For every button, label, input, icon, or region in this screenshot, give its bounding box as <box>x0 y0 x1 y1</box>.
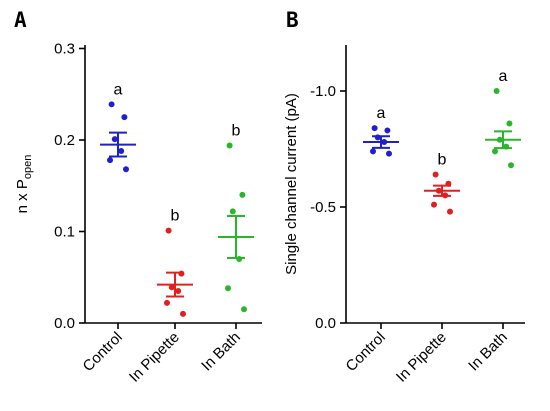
panel-b-y-tick-label: 0.0 <box>315 315 336 332</box>
panel-b-x-tick-label: In Pipette <box>393 329 450 386</box>
data-point <box>447 208 453 215</box>
panel-b-y-tick-label: -1.0 <box>310 83 336 100</box>
data-point <box>175 287 182 294</box>
panel-a-x-tick-label: In Bath <box>198 329 244 375</box>
panel-a-x-tick-label: In Pipette <box>126 329 183 386</box>
panel-b-y-axis: 0.0 -0.5 -1.0 <box>310 45 347 332</box>
significance-letter: a <box>114 81 123 98</box>
data-point <box>111 136 118 143</box>
data-point <box>492 148 498 155</box>
panel-a-y-tick-label: 0.3 <box>54 41 75 58</box>
data-point <box>108 101 115 108</box>
data-point <box>229 208 236 215</box>
panel-a-letter: A <box>14 8 27 32</box>
panel-b-series-1: a <box>363 105 399 157</box>
data-point <box>431 201 437 208</box>
data-point <box>121 114 128 121</box>
panel-a-y-axis: 0.0 0.1 0.2 0.3 <box>54 41 86 332</box>
panel-a-y-tick-label: 0.0 <box>54 315 75 332</box>
panel-a-x-axis: Control In Pipette In Bath <box>80 322 262 386</box>
data-point <box>107 157 113 164</box>
panel-b-x-axis: Control In Pipette In Bath <box>343 322 525 386</box>
data-point <box>164 299 170 306</box>
data-point <box>226 142 233 149</box>
significance-letter: a <box>377 105 386 122</box>
panel-a-series-2: b <box>157 208 193 317</box>
data-point <box>180 310 186 317</box>
panel-a-series-3: b <box>218 122 254 313</box>
panel-b-letter: B <box>286 8 299 32</box>
panel-a-x-tick-label: Control <box>80 329 126 375</box>
data-point <box>432 171 439 178</box>
panel-b-series-2: b <box>424 152 460 215</box>
panel-a-y-label-main: n x P <box>14 179 31 213</box>
panel-a-y-label: n x Popen <box>14 155 34 214</box>
data-point <box>118 147 125 154</box>
panel-b-x-tick-label: In Bath <box>465 329 511 375</box>
panel-a: A 0.00.10.20.3 Control In Pipette In Bath … <box>14 8 262 386</box>
data-point <box>165 227 172 234</box>
significance-letter: a <box>499 68 508 85</box>
panel-b-series-3: a <box>485 68 521 169</box>
panel-b-x-tick-label: Control <box>343 329 389 375</box>
significance-letter: b <box>232 122 241 139</box>
data-point <box>168 284 175 291</box>
data-point <box>384 127 391 134</box>
data-point <box>123 166 129 173</box>
panel-a-series-1: a <box>100 81 136 173</box>
data-point <box>241 306 247 313</box>
panel-b-y-tick-label: -0.5 <box>310 199 336 216</box>
data-point <box>508 162 514 169</box>
data-point <box>371 125 378 132</box>
data-point <box>225 285 231 292</box>
panel-a-y-tick-label: 0.2 <box>54 132 75 149</box>
significance-letter: b <box>171 208 180 225</box>
panel-a-y-label-sub: open <box>22 155 34 179</box>
panel-a-y-tick-label: 0.1 <box>54 224 75 241</box>
data-point <box>370 148 376 155</box>
data-point <box>493 88 500 94</box>
significance-letter: b <box>438 152 447 169</box>
data-point <box>239 191 246 198</box>
data-point <box>386 150 392 157</box>
data-point <box>506 120 513 127</box>
panel-b: B 0.0 -0.5 -1.0 Control In Pipette In Bath S… <box>283 8 525 386</box>
panel-b-y-label: Single channel current (pA) <box>283 93 300 275</box>
